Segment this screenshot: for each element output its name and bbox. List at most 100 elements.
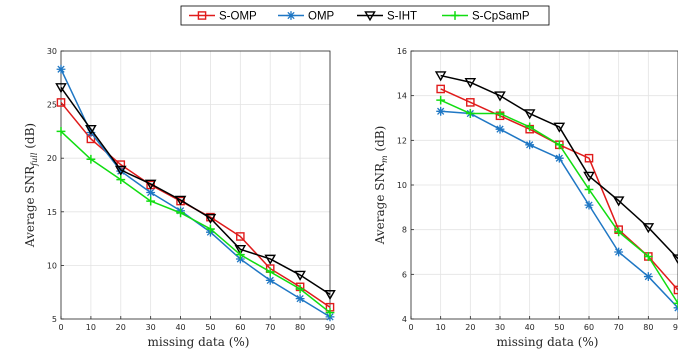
x-axis-label: missing data (%) bbox=[497, 335, 599, 349]
data-point bbox=[525, 140, 535, 150]
data-point bbox=[466, 98, 475, 107]
x-tick-label: 10 bbox=[436, 323, 446, 332]
data-point bbox=[144, 179, 157, 190]
series-s-cpsamp bbox=[56, 127, 335, 317]
x-tick-label: 20 bbox=[116, 323, 126, 332]
x-tick-label: 80 bbox=[295, 323, 305, 332]
data-point bbox=[56, 98, 66, 107]
x-tick-label: 60 bbox=[584, 323, 594, 332]
data-point bbox=[114, 165, 127, 176]
series-s-iht bbox=[55, 83, 336, 301]
data-point bbox=[116, 166, 126, 176]
data-point bbox=[236, 232, 245, 241]
axes-frame bbox=[60, 50, 331, 320]
y-tick-label: 4 bbox=[402, 315, 407, 324]
data-point bbox=[495, 124, 505, 134]
legend-entry-s-cpsamp: S-CpSamP bbox=[442, 11, 530, 23]
data-point bbox=[265, 276, 275, 285]
y-tick-label: 25 bbox=[47, 101, 57, 110]
data-point bbox=[643, 272, 653, 281]
y-tick-label: 20 bbox=[47, 154, 57, 163]
data-point bbox=[116, 175, 126, 185]
legend-label: S-CpSamP bbox=[472, 11, 530, 23]
x-tick-label: 10 bbox=[86, 323, 96, 332]
data-point bbox=[324, 290, 336, 301]
data-point bbox=[494, 91, 506, 102]
x-tick-label: 30 bbox=[495, 323, 505, 332]
data-point bbox=[234, 245, 247, 256]
data-point bbox=[523, 109, 536, 120]
data-point bbox=[146, 188, 156, 197]
y-tick-label: 30 bbox=[47, 47, 57, 56]
y-tick-label: 14 bbox=[397, 92, 407, 101]
x-tick-label: 50 bbox=[554, 323, 564, 332]
legend-marker-asterisk bbox=[286, 11, 296, 20]
legend-marker-plus bbox=[450, 11, 460, 20]
data-point bbox=[465, 109, 475, 118]
data-point bbox=[86, 154, 96, 164]
x-axis-label: missing data (%) bbox=[148, 335, 250, 349]
series-line bbox=[60, 130, 331, 314]
data-point bbox=[176, 208, 185, 218]
x-tick-label: 0 bbox=[58, 323, 63, 332]
data-point bbox=[436, 84, 445, 94]
x-tick-label: 0 bbox=[408, 323, 413, 332]
legend-label: S-IHT bbox=[387, 11, 417, 23]
legend-marker-triangle-down bbox=[364, 11, 376, 22]
data-point bbox=[495, 109, 505, 118]
legend-entry-omp: OMP bbox=[278, 11, 335, 23]
series-s-iht bbox=[434, 71, 678, 265]
data-point bbox=[325, 308, 335, 317]
data-point bbox=[673, 298, 678, 308]
data-point bbox=[554, 140, 564, 150]
x-tick-label: 40 bbox=[525, 323, 535, 332]
data-point bbox=[673, 285, 678, 295]
series-line bbox=[60, 87, 331, 295]
data-point bbox=[204, 213, 217, 225]
y-tick-label: 10 bbox=[47, 261, 57, 270]
x-tick-label: 90 bbox=[673, 323, 678, 332]
y-tick-label: 16 bbox=[397, 47, 407, 56]
data-point bbox=[295, 294, 305, 304]
legend-marker-square bbox=[197, 11, 207, 20]
data-point bbox=[584, 200, 594, 210]
data-point bbox=[614, 227, 624, 237]
data-point bbox=[56, 64, 66, 74]
y-axis-label: Average SNRm (dB) bbox=[373, 126, 389, 246]
x-tick-label: 90 bbox=[325, 323, 335, 332]
y-tick-label: 15 bbox=[47, 208, 57, 217]
legend-label: OMP bbox=[308, 11, 335, 23]
data-point bbox=[206, 224, 215, 234]
data-point bbox=[85, 124, 97, 136]
x-tick-label: 60 bbox=[235, 323, 245, 332]
x-tick-label: 70 bbox=[265, 323, 275, 332]
data-point bbox=[55, 83, 67, 94]
data-point bbox=[612, 196, 625, 207]
chart-panel-2: 0 10 20 30 40 50 60 70 80 90 4 6 8 10 12 14 16 missing da… bbox=[373, 47, 678, 349]
data-point bbox=[614, 247, 624, 257]
x-tick-label: 50 bbox=[205, 323, 215, 332]
data-point bbox=[294, 270, 306, 281]
data-point bbox=[174, 195, 187, 206]
data-point bbox=[295, 284, 305, 294]
chart-panel-1: 0 10 20 30 40 50 60 70 80 90 5 10 15 20 25 30 missing da… bbox=[23, 47, 336, 349]
legend-entry-s-omp: S-OMP bbox=[189, 11, 257, 23]
x-tick-label: 40 bbox=[175, 323, 185, 332]
series-line bbox=[440, 74, 678, 260]
y-tick-label: 5 bbox=[52, 315, 57, 324]
y-tick-label: 8 bbox=[402, 226, 407, 235]
y-axis-label: Average SNRfull (dB) bbox=[23, 123, 39, 248]
data-point bbox=[525, 122, 535, 132]
x-tick-label: 20 bbox=[465, 323, 475, 332]
data-point bbox=[235, 250, 245, 260]
y-tick-label: 10 bbox=[397, 181, 407, 190]
data-point bbox=[584, 153, 594, 163]
data-point bbox=[583, 171, 595, 182]
data-point bbox=[436, 106, 446, 116]
data-point bbox=[553, 122, 566, 133]
series-s-cpsamp bbox=[436, 95, 678, 308]
data-point bbox=[264, 254, 277, 265]
legend-entry-s-iht: S-IHT bbox=[357, 11, 417, 23]
data-point bbox=[464, 77, 477, 89]
